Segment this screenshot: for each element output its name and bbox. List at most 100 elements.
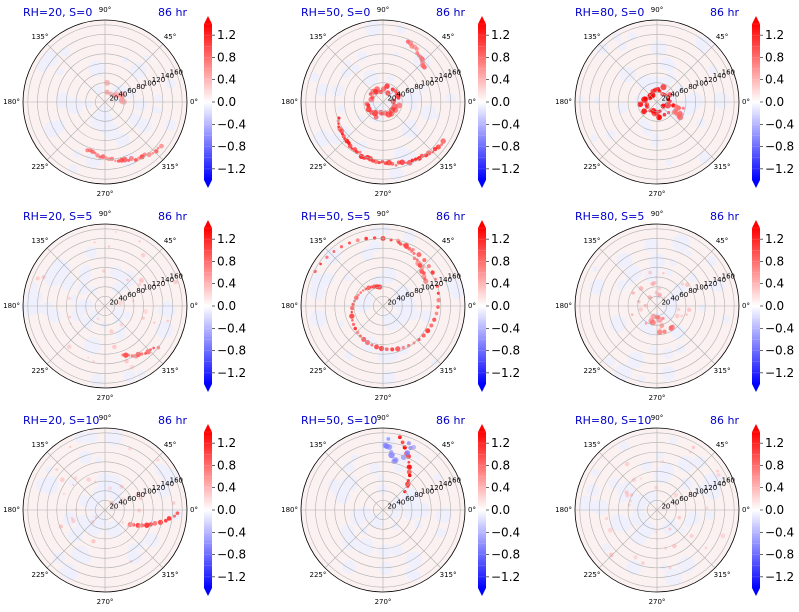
angular-gridline <box>104 101 164 161</box>
data-cell <box>364 236 369 241</box>
background-cell <box>83 337 102 355</box>
radial-tick-label: 140 <box>439 276 452 284</box>
colorbar-tick-label: −0.4 <box>765 321 794 335</box>
angular-tick-label: 180° <box>3 302 20 310</box>
angular-gridline <box>46 247 106 307</box>
background-cell <box>56 68 64 76</box>
data-cell <box>152 521 158 526</box>
data-cell <box>350 310 353 314</box>
panel-title: RH=50, S=5 <box>301 210 370 223</box>
angular-tick-label: 225° <box>32 367 49 375</box>
colorbar-extend-bottom <box>752 180 760 188</box>
colorbar-tick-label: 0.8 <box>491 50 510 64</box>
colorbar-extend-bottom <box>752 588 760 596</box>
angular-gridline <box>656 305 716 365</box>
background-cell <box>640 459 653 472</box>
angular-tick-label: 315° <box>162 367 179 375</box>
angular-gridline <box>382 305 442 365</box>
data-cell <box>121 497 125 501</box>
background-cell <box>123 311 131 320</box>
colorbar-tick-label: 1.2 <box>765 28 784 42</box>
background-cell <box>332 485 345 498</box>
data-cell <box>115 94 120 99</box>
data-cell <box>138 240 141 243</box>
data-cell <box>644 322 648 325</box>
colorbar-tick-label: 0.0 <box>217 503 236 517</box>
data-cell <box>109 329 114 334</box>
colorbar-tick-label: 1.2 <box>491 28 510 42</box>
background-cell <box>81 316 94 329</box>
data-cell <box>426 150 432 156</box>
data-cell <box>384 347 389 352</box>
background-cell <box>343 461 355 473</box>
background-cell <box>688 273 698 283</box>
data-cell <box>137 282 141 287</box>
background-cell <box>36 60 49 73</box>
data-cell <box>648 96 653 101</box>
data-cell <box>631 291 635 295</box>
radial-tick-label: 20 <box>109 502 118 510</box>
panel-title: RH=50, S=0 <box>301 6 370 19</box>
background-cell <box>369 513 385 529</box>
colorbar-body <box>752 228 760 384</box>
colorbar: 1.2 0.8 0.4 0.0 −0.4 −0.8 −1.2 <box>204 424 246 596</box>
angular-gridline <box>656 247 716 307</box>
background-cell <box>403 230 416 243</box>
angular-gridline <box>104 509 164 569</box>
background-cell <box>435 507 452 524</box>
radial-tick-label: 120 <box>430 280 443 288</box>
background-cell <box>602 543 611 552</box>
angular-gridline <box>46 509 106 569</box>
angular-tick-label: 0° <box>190 506 198 514</box>
background-cell <box>164 119 176 131</box>
radial-tick-label: 60 <box>679 87 688 95</box>
colorbar-tick-label: −0.4 <box>765 117 794 131</box>
angular-tick-label: 0° <box>742 98 750 106</box>
background-cell <box>698 304 706 312</box>
colorbar-tick-label: 0.8 <box>765 254 784 268</box>
radial-tick-label: 140 <box>161 480 174 488</box>
angular-gridline <box>324 101 384 161</box>
angular-tick-label: 315° <box>440 571 457 579</box>
angular-tick-label: 225° <box>310 367 327 375</box>
angular-tick-label: 45° <box>716 33 728 41</box>
data-cell <box>673 492 679 498</box>
colorbar-tick-label: 0.0 <box>491 95 510 109</box>
background-cell <box>93 85 104 95</box>
radial-tick-label: 60 <box>405 495 414 503</box>
radial-tick-label: 160 <box>722 272 735 280</box>
data-cell <box>126 524 130 528</box>
background-cell <box>685 250 693 257</box>
colorbar-tick-label: 1.2 <box>217 28 236 42</box>
radial-tick-label: 40 <box>670 499 679 507</box>
colorbar-extend-top <box>478 16 486 24</box>
data-cell <box>119 323 123 327</box>
data-cell <box>641 561 645 565</box>
data-cell <box>607 527 613 533</box>
data-cell <box>641 108 648 115</box>
data-cell <box>349 313 355 319</box>
background-cell <box>612 32 622 42</box>
data-cell <box>390 98 397 104</box>
angular-tick-label: 180° <box>3 98 20 106</box>
data-cell <box>434 311 439 316</box>
angular-tick-label: 90° <box>99 6 111 14</box>
background-cell <box>340 524 355 539</box>
angular-tick-label: 0° <box>190 302 198 310</box>
panel-title: RH=20, S=0 <box>23 6 92 19</box>
radial-tick-label: 20 <box>661 502 670 510</box>
background-cell <box>637 75 653 90</box>
radial-tick-label: 60 <box>679 495 688 503</box>
background-cell <box>693 455 707 469</box>
panel-time-label: 86 hr <box>436 6 465 19</box>
background-cell <box>377 544 392 558</box>
background-cell <box>143 54 151 62</box>
panel-time-label: 86 hr <box>710 414 739 427</box>
angular-tick-label: 270° <box>375 598 392 606</box>
data-cell <box>351 322 356 327</box>
data-cell <box>672 326 676 329</box>
data-cell <box>351 318 354 322</box>
data-cell <box>127 353 131 357</box>
